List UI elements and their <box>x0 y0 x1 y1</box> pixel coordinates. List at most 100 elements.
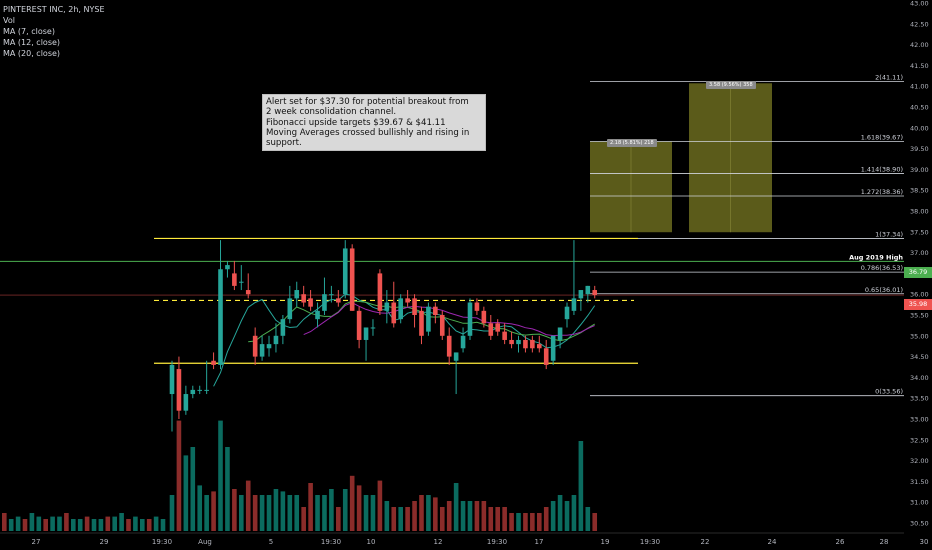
y-tick-label: 32.50 <box>910 436 929 444</box>
candle-body <box>453 352 459 361</box>
candle-body <box>495 323 501 332</box>
target-box-label-1: 2.18 (5.81%) 218 <box>607 139 657 147</box>
candle-body <box>218 269 223 365</box>
candle-body <box>426 306 431 332</box>
volume-bar <box>308 483 313 531</box>
candle-body <box>516 339 521 345</box>
volume-bar <box>446 501 452 531</box>
y-tick-label: 33.00 <box>910 416 929 424</box>
volume-bar <box>8 519 14 531</box>
candle-body <box>384 302 390 311</box>
candle-body <box>460 335 466 349</box>
candle-body <box>543 348 549 365</box>
candle-body <box>336 298 341 303</box>
candle-body <box>349 248 355 311</box>
candle-body <box>252 335 258 357</box>
y-tick-label: 39.00 <box>910 166 929 174</box>
volume-bar <box>363 495 369 531</box>
candle-body <box>169 364 175 395</box>
legend-ma12[interactable]: MA (12, close) <box>3 38 61 47</box>
candle-body <box>405 298 410 303</box>
legend-symbol[interactable]: PINTEREST INC, 2h, NYSE <box>3 5 105 14</box>
volume-bar <box>126 519 131 531</box>
volume-bar <box>550 501 556 531</box>
volume-bar <box>77 519 83 531</box>
volume-bar <box>153 516 159 531</box>
legend-volume[interactable]: Vol <box>3 16 15 25</box>
fib-label: 0(33.56) <box>875 388 903 396</box>
volume-bar <box>43 519 48 531</box>
candle-body <box>564 306 570 320</box>
volume-bar <box>294 495 300 531</box>
volume-bar <box>280 491 286 531</box>
volume-bar <box>146 519 152 531</box>
volume-bar <box>98 519 104 531</box>
candle-body <box>433 306 438 315</box>
volume-bar <box>57 516 62 531</box>
legend-ma20[interactable]: MA (20, close) <box>3 49 61 58</box>
y-tick-label: 38.50 <box>910 187 929 195</box>
volume-bar <box>176 420 182 531</box>
volume-bar <box>119 513 124 531</box>
volume-bar <box>557 495 563 531</box>
fib-label: 1.414(38.90) <box>861 166 903 174</box>
volume-bar <box>232 489 237 531</box>
volume-bar <box>405 507 410 531</box>
candle-body <box>481 310 487 324</box>
candle-body <box>280 319 286 336</box>
candles-layer <box>169 240 598 432</box>
volume-bar <box>571 495 577 531</box>
y-tick-label: 35.50 <box>910 312 929 320</box>
candle-body <box>259 344 265 357</box>
x-tick-label: 19:30 <box>152 538 172 546</box>
y-tick-label: 33.50 <box>910 395 929 403</box>
candle-body <box>211 360 216 365</box>
candle-body <box>232 273 237 286</box>
volume-bar <box>439 507 445 531</box>
y-tick-label: 32.00 <box>910 457 929 465</box>
volume-bar <box>322 495 327 531</box>
y-tick-label: 41.50 <box>910 62 929 70</box>
candle-body <box>342 248 348 295</box>
candle-body <box>398 298 403 320</box>
volume-bar <box>287 495 293 531</box>
volume-bar <box>384 501 390 531</box>
volume-bar <box>412 501 417 531</box>
volume-layer <box>2 420 598 531</box>
candle-body <box>308 298 313 307</box>
volume-bar <box>91 519 97 531</box>
candle-body <box>523 339 528 349</box>
volume-bar <box>190 447 196 531</box>
volume-bar <box>105 516 111 531</box>
volume-bar <box>530 513 535 531</box>
volume-bar <box>433 497 438 531</box>
volume-bar <box>578 441 584 531</box>
candle-body <box>356 310 362 340</box>
y-tick-label: 40.00 <box>910 124 929 132</box>
legend-ma7[interactable]: MA (7, close) <box>3 27 55 36</box>
candle-body <box>439 315 445 336</box>
candle-body <box>592 290 598 296</box>
volume-bar <box>336 507 341 531</box>
volume-bar <box>15 516 21 531</box>
y-tick-label: 37.00 <box>910 249 929 257</box>
volume-bar <box>488 507 494 531</box>
x-tick-label: Aug <box>198 538 212 546</box>
candle-body <box>585 285 591 295</box>
volume-bar <box>329 489 334 531</box>
volume-bar <box>211 491 216 531</box>
x-tick-label: 10 <box>367 538 376 546</box>
volume-bar <box>474 501 480 531</box>
volume-bar <box>218 420 223 531</box>
candle-body <box>315 310 320 320</box>
candle-body <box>239 281 244 283</box>
volume-bar <box>266 495 272 531</box>
volume-bar <box>585 507 591 531</box>
x-tick-label: 19 <box>601 538 610 546</box>
fib-label: 1(37.34) <box>875 230 903 238</box>
annotation-note[interactable]: Alert set for $37.30 for potential break… <box>262 94 486 152</box>
volume-bar <box>315 495 320 531</box>
candle-body <box>245 290 251 295</box>
